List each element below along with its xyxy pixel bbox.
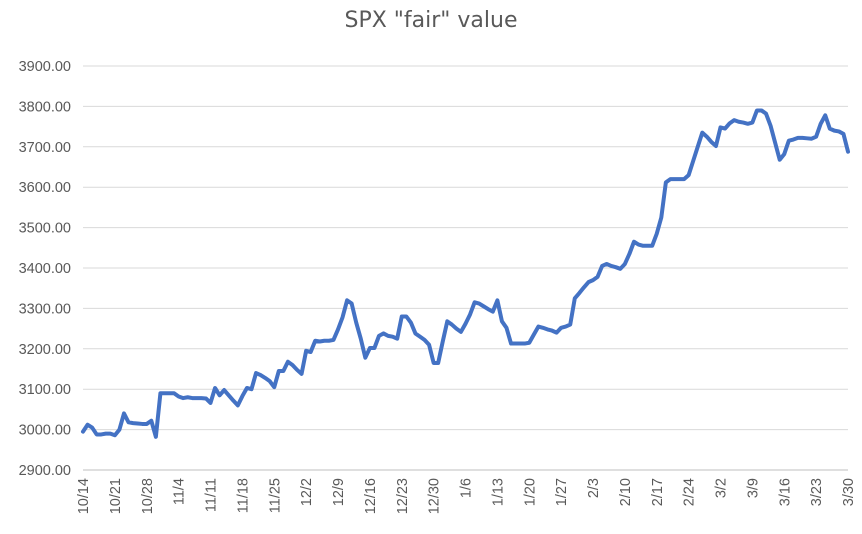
y-tick-label: 3000.00: [19, 423, 71, 439]
x-tick-label: 1/13: [490, 478, 506, 506]
x-tick-label: 10/28: [140, 478, 156, 514]
x-tick-label: 11/11: [204, 478, 220, 512]
x-tick-label: 12/16: [363, 478, 379, 514]
y-tick-label: 3200.00: [19, 342, 71, 358]
y-tick-label: 3100.00: [19, 382, 71, 398]
y-tick-label: 3600.00: [19, 180, 71, 196]
x-tick-label: 2/17: [650, 478, 666, 506]
x-tick-label: 10/21: [108, 478, 124, 514]
x-tick-label: 1/6: [459, 478, 475, 498]
x-tick-label: 2/10: [618, 478, 634, 506]
y-tick-label: 3500.00: [19, 221, 71, 237]
x-tick-label: 12/2: [299, 478, 315, 506]
chart-title: SPX "fair" value: [344, 8, 518, 33]
y-axis-ticks: 2900.00 3000.00 3100.00 3200.00 3300.00 3400.…: [19, 59, 71, 479]
x-tick-label: 12/23: [395, 478, 411, 514]
x-tick-label: 3/30: [841, 478, 857, 506]
x-tick-label: 2/24: [682, 478, 698, 506]
x-tick-label: 2/3: [586, 478, 602, 498]
x-tick-label: 3/23: [809, 478, 825, 506]
x-tick-label: 3/9: [745, 478, 761, 498]
x-tick-label: 1/27: [554, 478, 570, 506]
x-tick-label: 11/18: [235, 478, 251, 513]
x-tick-label: 3/2: [714, 478, 730, 498]
x-tick-label: 10/14: [76, 478, 92, 514]
y-tick-label: 3700.00: [19, 140, 71, 156]
series-line: [81, 108, 850, 439]
x-tick-label: 12/30: [427, 478, 443, 514]
x-tick-label: 11/25: [267, 478, 283, 513]
x-tick-label: 12/9: [331, 478, 347, 506]
y-tick-label: 3400.00: [19, 261, 71, 277]
x-tick-label: 1/20: [522, 478, 538, 506]
y-tick-label: 3300.00: [19, 301, 71, 317]
gridlines: [83, 65, 848, 431]
y-tick-label: 3800.00: [19, 99, 71, 115]
x-tick-label: 11/4: [172, 478, 188, 505]
x-axis-ticks: 10/14 10/21 10/28 11/4 11/11 11/18 11/25 12/2 12…: [76, 478, 857, 514]
y-tick-label: 2900.00: [19, 463, 71, 479]
x-tick-label: 3/16: [777, 478, 793, 506]
series-layer: [81, 108, 850, 439]
y-tick-label: 3900.00: [19, 59, 71, 75]
